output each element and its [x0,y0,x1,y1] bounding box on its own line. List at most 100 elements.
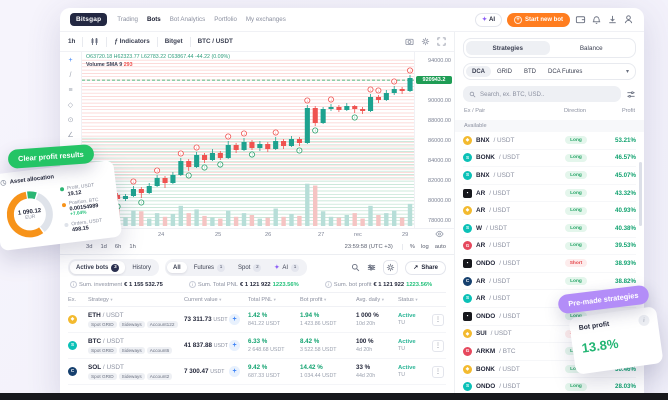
chevron-down-icon[interactable]: ▾ [625,69,629,75]
add-funds-button[interactable]: + [229,314,240,325]
svg-text:↑: ↑ [188,173,190,178]
bots-col-avg-daily[interactable]: Avg. daily ▾ [356,296,385,303]
scale-mode-auto[interactable]: auto [434,244,446,250]
search-box[interactable] [463,86,621,102]
bots-col-strategy[interactable]: Strategy ▾ [88,296,113,303]
fullscreen-icon[interactable] [437,37,446,46]
row-menu-button[interactable]: ⋮ [432,365,444,378]
eye-icon[interactable] [435,230,444,240]
user-avatar-icon[interactable] [623,14,634,25]
bot-row[interactable]: S BTC / USDT Spot GRID Sideways Account6 4… [68,333,446,359]
bots-filter-ai[interactable]: ✦ AI 1 [268,261,305,274]
bots-filter-all[interactable]: All [167,262,187,273]
chart-canvas[interactable]: O63720.18 H62323.77 L62783.22 C63867.44 … [82,52,414,228]
bots-col-ex[interactable]: Ex. [68,296,77,303]
strategy-tab-btd[interactable]: BTD [524,68,536,75]
bell-icon[interactable] [591,14,602,25]
plus-circle-icon: + [513,15,522,24]
brush-icon[interactable]: ∠ [67,132,74,139]
direction-badge: Long [565,189,587,198]
bots-filter-spot[interactable]: Spot 2 [232,261,267,274]
nav-item-portfolio[interactable]: Portfolio [214,16,237,23]
bot-row[interactable]: C SOL / USDT Spot GRID Sideways Account2 7… [68,359,446,385]
nav-item-bots[interactable]: Bots [147,16,161,23]
pair-row[interactable]: G AR / USDT Long 39.53% [463,238,636,256]
tf-button-1h[interactable]: 1h [129,244,136,250]
row-menu-button[interactable]: ⋮ [432,313,444,326]
start-new-bot-button[interactable]: + Start new bot [506,12,570,27]
nav-item-trading[interactable]: Trading [117,16,138,23]
asset-legend-item: Orders, USDT 498.15 [64,218,103,234]
svg-text:↓: ↓ [243,131,245,136]
nav-item-my-exchanges[interactable]: My exchanges [245,16,286,23]
pair-row[interactable]: ▪ ONDO / USDT Short 38.93% [463,255,636,273]
price-tick: 86000.00 [428,138,451,144]
pair-row[interactable]: S BONK / USDT Long 46.57% [463,150,636,168]
strategy-tab-dca-futures[interactable]: DCA Futures [548,68,583,75]
bots-tab-history[interactable]: History [132,264,152,271]
pair-base: ARKM [476,347,496,355]
indicators-button[interactable]: ƒ Indicators [114,38,150,45]
channels-icon[interactable]: ≡ [68,87,73,94]
tf-button-1d[interactable]: 1d [100,244,107,250]
bot-row[interactable]: ◆ ETH / USDT Spot GRID Sideways Account122… [68,307,446,333]
row-menu-button[interactable]: ⋮ [432,339,444,352]
strategy-tab-grid[interactable]: GRID [497,68,512,75]
pair-row[interactable]: ◆ BNX / USDT Long 53.21% [463,132,636,150]
share-button[interactable]: ↗ Share [405,260,446,275]
pair-row[interactable]: ▪ AR / USDT Long 43.32% [463,185,636,203]
exchange-selector[interactable]: Bitget [164,38,183,45]
measure-icon[interactable]: ⊙ [67,117,74,124]
bots-col-current-value[interactable]: Current value ▾ [184,296,222,303]
search-input[interactable] [480,90,615,98]
ai-assistant-button[interactable]: ✦ AI [474,12,502,27]
gear-icon[interactable] [421,37,430,46]
search-icon [469,91,476,97]
strategy-tab-dca[interactable]: DCA [466,66,491,77]
bots-col-total-pnl[interactable]: Total PNL ▾ [248,296,276,303]
scale-mode-log[interactable]: log [420,244,429,250]
bot-pair-quote: / USDT [100,311,124,319]
info-icon[interactable]: i [637,314,651,327]
pair-row[interactable]: S W / USDT Long 40.38% [463,220,636,238]
direction-badge: Long [565,382,587,391]
bots-filter-futures[interactable]: Futures 1 [188,261,231,274]
nav-item-bot-analytics[interactable]: Bot Analytics [169,16,206,23]
status-badge: Active [398,312,416,319]
columns-settings-icon[interactable] [367,263,376,272]
bots-col-bot-profit[interactable]: Bot profit ▾ [300,296,327,303]
divider [156,36,158,47]
add-funds-button[interactable]: + [229,366,240,377]
crosshair-icon[interactable]: + [68,57,73,64]
timeframe-button[interactable]: 1h [68,38,76,45]
panel-tab-strategies[interactable]: Strategies [466,41,550,55]
add-funds-button[interactable]: + [229,340,240,351]
pair-selector[interactable]: BTC / USDT [197,38,233,45]
pair-quote: / USDT [486,224,507,232]
wallet-icon[interactable] [575,14,586,25]
bots-tab-active-bots[interactable]: Active bots 3 [70,261,126,274]
gate-exchange-icon: G [463,346,472,356]
pair-profit: 39.53% [615,242,636,250]
svg-text:↓: ↓ [227,134,229,139]
pair-profit: 53.21% [615,136,636,144]
bots-col-status[interactable]: Status ▾ [398,296,418,303]
filter-sliders-icon[interactable] [626,90,636,99]
panel-tab-balance[interactable]: Balance [579,44,603,52]
status-badge: Active [398,338,416,345]
search-icon[interactable] [351,263,360,272]
pair-row[interactable]: C AR / USDT Long 38.82% [463,273,636,291]
table-settings-button[interactable] [383,260,399,275]
pair-row[interactable]: S BNX / USDT Long 45.07% [463,167,636,185]
pattern-icon[interactable]: ◇ [67,102,74,109]
tf-button-6h[interactable]: 6h [114,244,122,250]
pair-quote: / USDT [499,259,521,267]
tf-button-3d[interactable]: 3d [86,244,93,250]
price-scale[interactable]: 94000.00 90000.00 88000.00 86000.00 84000.00… [414,52,454,228]
pair-row[interactable]: ◆ AR / USDT Long 40.93% [463,202,636,220]
candlestick-style-icon[interactable] [90,37,99,46]
trendline-icon[interactable]: / [69,72,72,79]
download-icon[interactable] [607,14,618,25]
camera-snapshot-icon[interactable] [405,37,414,46]
scale-mode-[interactable]: % [409,244,415,250]
